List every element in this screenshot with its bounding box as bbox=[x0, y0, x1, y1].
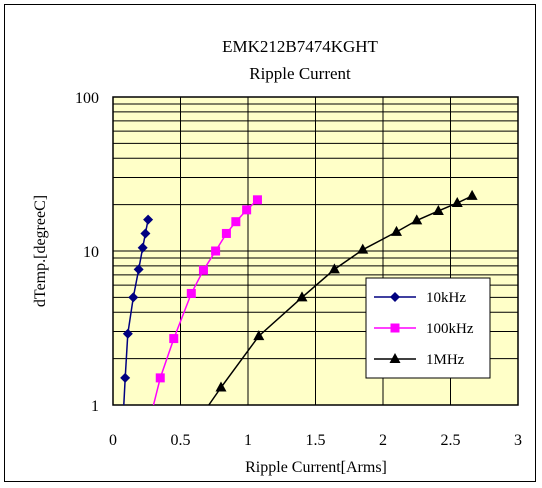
data-point bbox=[120, 372, 131, 383]
x-tick-label: 1.5 bbox=[306, 432, 326, 449]
y-tick-label: 100 bbox=[75, 90, 99, 107]
x-tick-label: 1 bbox=[244, 432, 252, 449]
legend-label: 1MHz bbox=[426, 352, 465, 368]
y-tick-labels: 1 10 100 bbox=[75, 90, 99, 415]
data-point bbox=[432, 204, 444, 215]
data-point bbox=[252, 195, 262, 205]
data-point bbox=[357, 243, 369, 254]
data-point bbox=[155, 373, 165, 383]
x-tick-label: 0 bbox=[109, 432, 117, 449]
data-point bbox=[389, 353, 401, 363]
data-point bbox=[211, 246, 221, 256]
legend-entry: 10kHz bbox=[374, 290, 466, 306]
data-point bbox=[391, 225, 402, 236]
series-layer bbox=[120, 189, 478, 406]
x-tick-label: 2.5 bbox=[441, 432, 461, 449]
data-point bbox=[133, 264, 144, 275]
data-point bbox=[411, 214, 423, 225]
legend-label: 100kHz bbox=[426, 321, 474, 337]
data-point bbox=[466, 189, 478, 200]
data-point bbox=[128, 292, 139, 303]
x-tick-label: 3 bbox=[514, 432, 522, 449]
x-axis-label: Ripple Current[Arms] bbox=[245, 459, 387, 476]
data-point bbox=[221, 228, 231, 238]
data-point bbox=[122, 328, 133, 339]
data-point bbox=[451, 196, 463, 207]
data-point bbox=[143, 214, 154, 225]
data-point bbox=[137, 242, 148, 253]
y-tick-label: 1 bbox=[91, 398, 99, 415]
data-point bbox=[140, 228, 151, 239]
chart-title: EMK212B7474KGHT bbox=[222, 37, 378, 56]
data-point bbox=[169, 334, 179, 344]
x-tick-labels: 0 0.5 1 1.5 2 2.5 3 bbox=[109, 432, 522, 449]
legend-label: 10kHz bbox=[426, 290, 466, 306]
data-point bbox=[231, 217, 241, 227]
data-point bbox=[186, 288, 196, 298]
legend-entry: 1MHz bbox=[374, 352, 465, 368]
series-10kHz bbox=[120, 214, 154, 406]
data-point bbox=[390, 323, 400, 333]
chart-frame bbox=[4, 4, 536, 482]
x-tick-label: 2 bbox=[379, 432, 387, 449]
legend: 10kHz 100kHz 1MHz bbox=[365, 277, 491, 379]
data-point bbox=[242, 205, 252, 215]
data-point bbox=[328, 263, 340, 274]
series-1MHz bbox=[208, 189, 478, 406]
data-point bbox=[390, 292, 400, 302]
legend-entry: 100kHz bbox=[374, 321, 474, 337]
chart-subtitle: Ripple Current bbox=[249, 64, 351, 83]
plot-border bbox=[112, 96, 519, 406]
series-line bbox=[152, 199, 259, 406]
data-point bbox=[253, 330, 265, 341]
y-axis-label: dTemp.[degreeC] bbox=[32, 195, 49, 307]
data-point bbox=[296, 291, 308, 302]
x-tick-label: 0.5 bbox=[171, 432, 191, 449]
data-point bbox=[215, 381, 227, 392]
data-point bbox=[198, 265, 208, 275]
series-100kHz bbox=[152, 195, 262, 406]
y-tick-label: 10 bbox=[83, 244, 99, 261]
